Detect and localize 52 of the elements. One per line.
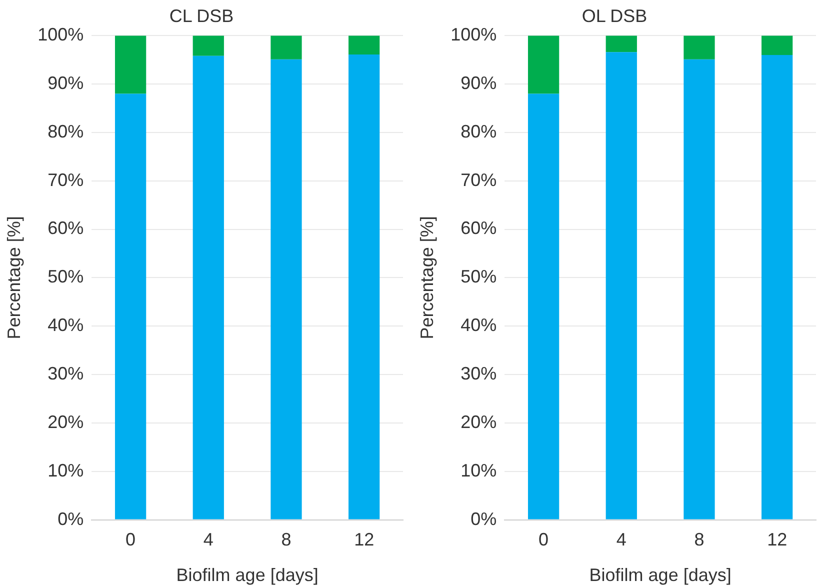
bar [606,52,637,520]
bar [114,94,146,520]
y-tick-label: 100% [450,24,497,45]
y-tick-label: 10% [48,460,84,480]
x-axis-title: Biofilm age [days] [589,565,732,586]
y-tick-label: 70% [48,170,84,190]
y-tick-label: 0% [58,508,84,529]
x-tick-label: 4 [203,530,214,550]
y-tick-label: 30% [460,364,497,384]
bar [528,94,560,520]
bar [684,36,715,60]
y-tick-label: 50% [48,266,84,287]
y-tick-label: 40% [48,315,84,336]
x-tick-label: 4 [616,530,626,550]
bar [270,59,302,520]
y-tick-label: 100% [38,24,84,45]
x-tick-label: 0 [538,530,549,550]
x-tick-label: 0 [126,530,136,550]
bar [270,36,302,60]
y-axis-title: Percentage [%] [4,216,24,340]
bar [192,36,224,56]
y-tick-label: 60% [48,218,84,238]
y-tick-label: 20% [48,412,84,432]
y-axis-title: Percentage [%] [416,216,437,340]
y-tick-label: 80% [460,121,497,142]
bar [762,54,793,520]
y-tick-label: 40% [460,315,497,336]
bar [348,36,380,54]
y-tick-label: 0% [470,508,497,529]
chart-title: CL DSB [169,6,234,26]
bar [528,36,560,94]
y-tick-label: 90% [460,72,497,93]
x-tick-label: 8 [281,530,292,550]
bar [192,56,224,520]
y-tick-label: 70% [460,170,497,190]
bar [606,36,637,52]
x-tick-label: 8 [694,530,704,550]
y-tick-label: 80% [48,121,84,142]
y-tick-label: 10% [460,460,497,480]
y-tick-label: 50% [460,266,497,287]
bar [684,59,715,520]
x-tick-label: 12 [767,530,788,550]
x-tick-label: 12 [354,530,374,550]
x-axis-title: Biofilm age [days] [176,565,318,586]
bar [114,36,146,94]
chart-title: OL DSB [582,6,648,26]
y-tick-label: 30% [48,364,84,384]
bar [348,54,380,520]
y-tick-label: 60% [460,218,497,238]
bar [762,36,793,55]
y-tick-label: 90% [48,72,84,93]
y-tick-label: 20% [460,412,497,432]
